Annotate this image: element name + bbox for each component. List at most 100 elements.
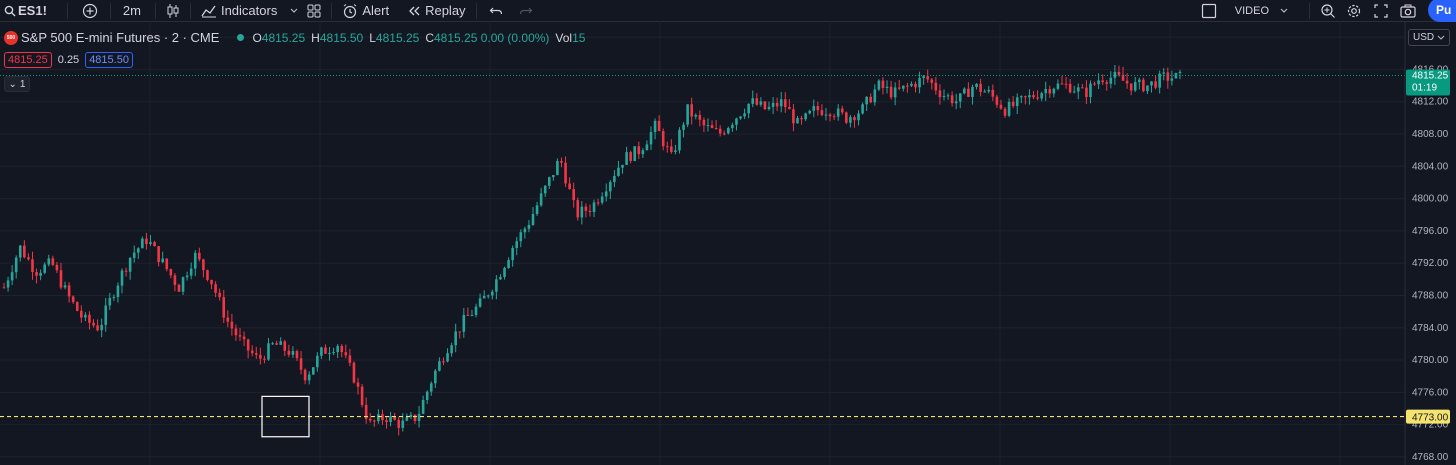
undo-icon — [489, 5, 503, 17]
camera-icon — [1400, 4, 1416, 18]
indicators-collapse-button[interactable]: ⌄ 1 — [4, 76, 30, 92]
candle-body — [14, 257, 18, 273]
grid-icon — [307, 4, 321, 18]
alarm-clock-icon — [342, 3, 358, 19]
candle-body — [771, 102, 775, 107]
candle-body — [136, 248, 140, 253]
candle-body — [177, 284, 181, 292]
candle-body — [450, 345, 453, 354]
candle-body — [1028, 95, 1031, 98]
quick-search-button[interactable] — [1320, 0, 1336, 21]
price-tick-label: 4804.00 — [1412, 161, 1449, 172]
candle-body — [812, 106, 816, 111]
candle-body — [1138, 79, 1141, 83]
magnifier-icon — [1320, 3, 1336, 19]
candle-body — [609, 182, 612, 192]
candle-body — [230, 321, 234, 329]
candle-body — [657, 120, 661, 132]
candle-body — [356, 382, 360, 387]
candle-body — [625, 152, 628, 165]
candle-body — [592, 202, 596, 212]
redo-button[interactable] — [519, 0, 533, 21]
plus-circle-icon — [82, 3, 98, 19]
candle-body — [991, 89, 995, 97]
buy-price-button[interactable]: 4815.50 — [85, 52, 133, 68]
candle-body — [918, 77, 921, 88]
candle-body — [527, 224, 531, 229]
candle-body — [120, 270, 124, 286]
interval-button[interactable]: 2m — [122, 3, 141, 18]
candle-body — [1158, 73, 1161, 88]
layouts-button[interactable] — [307, 0, 321, 21]
fullscreen-toggle-square[interactable] — [1201, 0, 1217, 21]
indicators-button[interactable]: Indicators — [201, 0, 277, 21]
video-button[interactable]: VIDEO — [1235, 0, 1269, 21]
candle-body — [421, 400, 425, 414]
currency-select[interactable]: USD — [1408, 29, 1450, 46]
candle-body — [564, 162, 567, 184]
candle-body — [340, 345, 344, 353]
price-chart[interactable]: 4820.004816.004812.004808.004804.004800.… — [0, 21, 1456, 465]
candle-body — [828, 114, 832, 117]
candle-body — [1064, 83, 1068, 85]
fullscreen-button[interactable] — [1374, 0, 1388, 21]
currency-value: USD — [1413, 32, 1435, 43]
candle-body — [499, 276, 502, 280]
candle-body — [145, 238, 148, 245]
candle-body — [714, 128, 718, 130]
gear-icon — [1346, 3, 1362, 19]
settings-button[interactable] — [1346, 0, 1362, 21]
candle-body — [438, 361, 441, 371]
candle-body — [1072, 91, 1076, 93]
candle-body — [739, 116, 742, 119]
spread-value: 0.25 — [57, 54, 80, 66]
candle-body — [731, 124, 734, 129]
candle-body — [332, 352, 335, 354]
snapshot-button[interactable] — [1400, 0, 1416, 21]
volume-value: 15 — [572, 30, 586, 45]
candle-body — [588, 210, 592, 212]
candle-body — [938, 90, 942, 98]
candle-body — [511, 247, 514, 261]
candlestick-series — [2, 65, 1182, 436]
candle-body — [686, 104, 689, 125]
candle-body — [865, 96, 868, 105]
candle-body — [613, 175, 616, 183]
video-dropdown[interactable] — [1279, 0, 1289, 21]
candle-body — [824, 114, 828, 116]
price-tick-label: 4780.00 — [1412, 355, 1449, 366]
candle-body — [206, 270, 209, 280]
candle-body — [690, 104, 693, 117]
candle-body — [788, 107, 791, 110]
candle-body — [727, 128, 730, 134]
candle-body — [128, 257, 132, 272]
chevron-down-icon — [1437, 35, 1445, 41]
candle-body — [649, 132, 653, 145]
candle-body — [43, 264, 46, 273]
candle-body — [275, 343, 278, 345]
chart-type-button[interactable] — [166, 0, 180, 21]
candle-body — [442, 361, 445, 363]
candle-body — [214, 284, 217, 293]
candle-body — [930, 79, 934, 83]
compare-button[interactable] — [82, 0, 98, 21]
candle-body — [283, 341, 287, 351]
candle-body — [832, 116, 836, 118]
sell-price-button[interactable]: 4815.25 — [4, 52, 52, 68]
candle-body — [368, 418, 372, 421]
symbol-search[interactable]: ES1! — [4, 0, 47, 21]
candle-body — [92, 322, 95, 326]
symbol-legend[interactable]: 500 S&P 500 E-mini Futures · 2 · CME O 48… — [4, 30, 585, 45]
candle-body — [100, 324, 103, 331]
last-price-badge: 4815.25 01:19 — [1406, 69, 1450, 96]
candle-body — [112, 297, 116, 299]
indicators-dropdown[interactable] — [289, 0, 299, 21]
alert-button[interactable]: Alert — [342, 0, 389, 21]
candle-body — [979, 83, 982, 92]
candle-body — [303, 369, 307, 381]
candle-body — [804, 113, 807, 120]
candle-body — [670, 146, 673, 152]
publish-button[interactable]: Pu — [1428, 0, 1456, 22]
replay-button[interactable]: Replay — [407, 0, 466, 21]
undo-button[interactable] — [489, 0, 503, 21]
